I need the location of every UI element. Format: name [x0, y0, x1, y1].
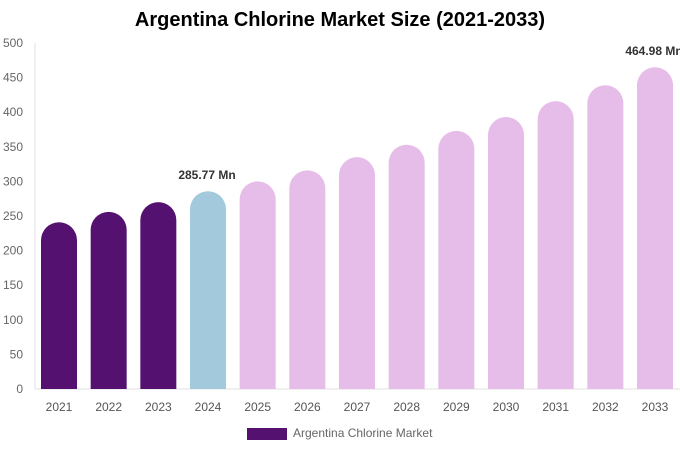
bar-2031: [537, 101, 574, 390]
x-tick-label: 2027: [344, 400, 371, 414]
legend-swatch: [247, 428, 287, 440]
x-tick-label: 2033: [642, 400, 669, 414]
y-tick-label: 300: [3, 174, 23, 188]
x-tick-label: 2022: [95, 400, 122, 414]
x-tick-label: 2026: [294, 400, 321, 414]
bar-2028: [388, 144, 425, 389]
bar-2030: [488, 117, 524, 389]
data-label: 464.98 Mn: [625, 44, 680, 58]
bar-2033: [637, 67, 673, 390]
bar-2024: [190, 191, 226, 389]
legend-label: Argentina Chlorine Market: [293, 426, 433, 440]
x-tick-label: 2031: [542, 400, 569, 414]
y-tick-label: 50: [10, 347, 24, 361]
x-tick-label: 2025: [244, 400, 271, 414]
y-tick-label: 0: [16, 382, 23, 396]
y-tick-label: 250: [3, 209, 23, 223]
bar-2029: [438, 130, 475, 389]
bar-2025: [239, 181, 276, 389]
bar-2026: [289, 170, 326, 389]
x-tick-label: 2028: [393, 400, 420, 414]
x-tick-label: 2023: [145, 400, 172, 414]
bar-2023: [140, 202, 177, 389]
y-tick-label: 100: [3, 313, 23, 327]
x-tick-label: 2029: [443, 400, 470, 414]
y-tick-label: 400: [3, 105, 23, 119]
bar-2032: [587, 85, 624, 389]
y-tick-label: 500: [3, 36, 23, 50]
bar-2021: [41, 222, 77, 389]
x-tick-label: 2032: [592, 400, 619, 414]
y-tick-label: 350: [3, 140, 23, 154]
y-tick-label: 450: [3, 71, 23, 85]
x-tick-label: 2030: [493, 400, 520, 414]
bar-2027: [339, 157, 375, 389]
x-tick-label: 2024: [195, 400, 222, 414]
y-tick-label: 150: [3, 278, 23, 292]
data-label: 285.77 Mn: [178, 168, 235, 182]
bar-2022: [90, 211, 127, 389]
x-tick-label: 2021: [46, 400, 73, 414]
chart-title: Argentina Chlorine Market Size (2021-203…: [134, 9, 546, 31]
y-tick-label: 200: [3, 244, 23, 258]
